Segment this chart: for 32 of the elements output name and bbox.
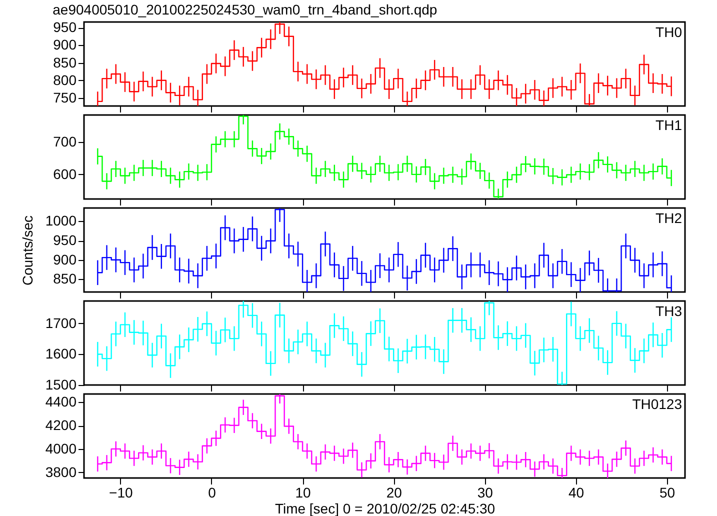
text: TH0123 [632, 396, 682, 412]
text: TH2 [656, 210, 682, 226]
x-tick-label: 30 [477, 484, 494, 500]
y-tick-label: 4000 [45, 440, 77, 456]
chart-title: ae904005010_20100225024530_wam0_trn_4band_short.qdp [52, 2, 438, 18]
text: TH1 [656, 117, 682, 133]
y-tick-label: 850 [53, 54, 77, 70]
x-tick-label: 0 [208, 484, 216, 500]
series-label: TH3 [656, 303, 682, 319]
x-tick-label: 20 [386, 484, 402, 500]
series-label: TH0 [656, 24, 682, 40]
y-tick-label: 950 [53, 19, 77, 36]
y-tick-label: 4400 [45, 394, 77, 410]
x-tick-label: 40 [568, 484, 584, 500]
y-tick-label: 700 [53, 134, 77, 150]
y-tick-label: 950 [53, 232, 77, 248]
y-tick-label: 850 [53, 270, 77, 287]
y-tick-label: 900 [53, 251, 77, 268]
x-tick-label: 50 [660, 484, 676, 500]
y-tick-label: 600 [53, 166, 77, 182]
x-tick-label: 10 [295, 484, 312, 500]
y-tick-label: 1700 [45, 314, 77, 331]
y-tick-label: 4200 [45, 417, 77, 434]
x-tick-label: −10 [109, 484, 134, 500]
y-tick-label: 800 [53, 72, 77, 88]
y-tick-label: 3800 [45, 464, 77, 480]
y-tick-label: 750 [53, 89, 77, 106]
y-tick-label: 1000 [45, 212, 77, 229]
y-tick-label: 1600 [45, 346, 77, 362]
y-tick-label: 900 [53, 36, 77, 53]
y-axis-title: Counts/sec [19, 215, 36, 286]
y-tick-label: 1500 [45, 376, 77, 392]
